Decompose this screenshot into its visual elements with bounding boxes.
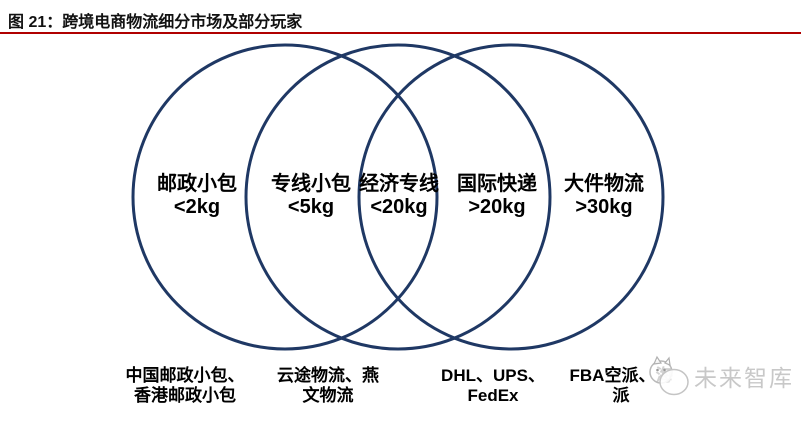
player-line: FBA空派、海: [569, 366, 673, 385]
title-rule-divider: [0, 32, 801, 34]
watermark-text: 未来智库: [694, 365, 794, 391]
venn-circle-right: [357, 43, 665, 351]
venn-circle-left: [131, 43, 439, 351]
region-name: 大件物流: [564, 173, 644, 195]
region-weight: <20kg: [370, 196, 428, 218]
watermark-logo-icon: [649, 355, 689, 396]
figure-title: 图 21：跨境电商物流细分市场及部分玩家: [8, 14, 303, 31]
region-name: 专线小包: [271, 173, 351, 195]
player-line: 中国邮政小包、: [125, 366, 245, 385]
players-fba: FBA空派、海 派: [564, 366, 678, 406]
region-name: 经济专线: [359, 173, 439, 195]
region-name: 国际快递: [457, 173, 537, 195]
region-bulky-logistics: 大件物流 >30kg: [564, 173, 644, 219]
region-name: 邮政小包: [157, 173, 237, 195]
region-weight: <5kg: [287, 196, 335, 218]
player-line: DHL、UPS、: [441, 366, 545, 385]
player-line: 文物流: [302, 386, 354, 405]
region-weight: >20kg: [468, 196, 526, 218]
player-line: FedEx: [467, 386, 519, 405]
players-line-haul: 云途物流、燕 文物流: [269, 366, 387, 406]
region-weight: <2kg: [173, 196, 221, 218]
region-line-parcel: 专线小包 <5kg: [271, 173, 351, 219]
region-postal-parcel: 邮政小包 <2kg: [157, 173, 237, 219]
venn-circle-middle: [244, 43, 552, 351]
region-weight: >30kg: [575, 196, 633, 218]
watermark: 未来智库: [644, 352, 794, 400]
players-express: DHL、UPS、 FedEx: [432, 366, 554, 406]
region-intl-express: 国际快递 >20kg: [457, 173, 537, 219]
player-line: 派: [612, 386, 630, 405]
players-postal: 中国邮政小包、 香港邮政小包: [120, 366, 250, 406]
region-economy-line: 经济专线 <20kg: [359, 173, 439, 219]
player-line: 云途物流、燕: [277, 366, 379, 385]
player-line: 香港邮政小包: [134, 386, 236, 405]
